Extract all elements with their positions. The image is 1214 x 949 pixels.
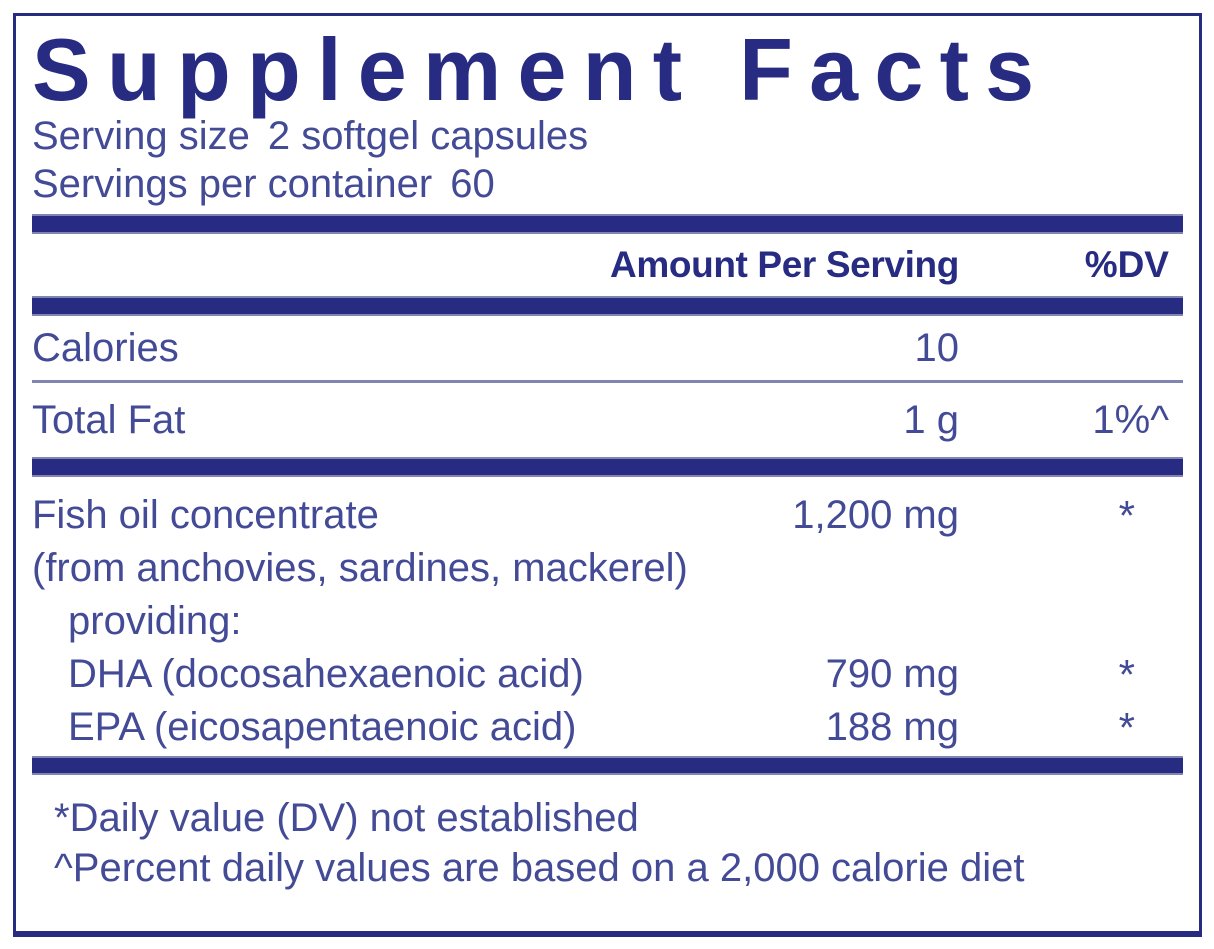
- percent-dv-header: %DV: [1084, 244, 1169, 286]
- page-title: Supplement Facts: [32, 20, 1051, 119]
- nutrient-amount: 188 mg: [825, 705, 959, 750]
- table-row-calories: Calories 10: [32, 316, 1183, 380]
- nutrient-amount: 790 mg: [825, 652, 959, 697]
- section-bar: [32, 756, 1183, 776]
- providing-label: providing:: [68, 599, 242, 644]
- nutrient-dv: *: [1118, 704, 1135, 752]
- nutrient-dv: 1%^: [1092, 397, 1169, 442]
- fish-oil-section: Fish oil concentrate 1,200 mg * (from an…: [32, 477, 1183, 754]
- percent-daily-values-footnote: ^Percent daily values are based on a 2,0…: [54, 846, 1025, 891]
- supplement-facts-label: Supplement Facts Serving size 2 softgel c…: [13, 13, 1202, 937]
- section-bar: [32, 214, 1183, 235]
- nutrient-name: DHA (docosahexaenoic acid): [68, 652, 584, 697]
- table-row-dha: DHA (docosahexaenoic acid) 790 mg *: [32, 648, 1183, 701]
- serving-size-label: Serving size: [32, 114, 250, 159]
- daily-value-footnote: *Daily value (DV) not established: [54, 796, 639, 841]
- row-divider: [32, 380, 1183, 384]
- fish-oil-source-line: (from anchovies, sardines, mackerel): [32, 546, 688, 591]
- serving-size-value: 2 softgel capsules: [267, 114, 589, 159]
- serving-size-line: Serving size 2 softgel capsules: [32, 112, 1183, 160]
- nutrient-dv: *: [1118, 492, 1135, 540]
- servings-per-container-line: Servings per container 60: [32, 160, 1183, 208]
- table-row-fish-oil: Fish oil concentrate 1,200 mg *: [32, 489, 1183, 542]
- section-bar: [32, 457, 1183, 478]
- nutrient-name: EPA (eicosapentaenoic acid): [68, 705, 577, 750]
- nutrient-amount: 10: [914, 325, 960, 370]
- table-row-epa: EPA (eicosapentaenoic acid) 188 mg *: [32, 701, 1183, 754]
- table-row-total-fat: Total Fat 1 g 1%^: [32, 383, 1183, 457]
- servings-per-container-label: Servings per container: [32, 162, 433, 207]
- nutrient-amount: 1 g: [903, 397, 959, 442]
- section-bar: [32, 296, 1183, 317]
- footnotes: *Daily value (DV) not established ^Perce…: [32, 793, 1183, 893]
- amount-per-serving-header: Amount Per Serving: [609, 244, 959, 286]
- nutrient-name: Total Fat: [32, 397, 186, 442]
- nutrient-name: Fish oil concentrate: [32, 493, 379, 538]
- nutrient-amount: 1,200 mg: [792, 493, 959, 538]
- nutrient-dv: *: [1118, 651, 1135, 699]
- servings-per-container-value: 60: [450, 162, 495, 207]
- column-header-row: Amount Per Serving %DV: [32, 234, 1183, 296]
- nutrient-name: Calories: [32, 325, 179, 370]
